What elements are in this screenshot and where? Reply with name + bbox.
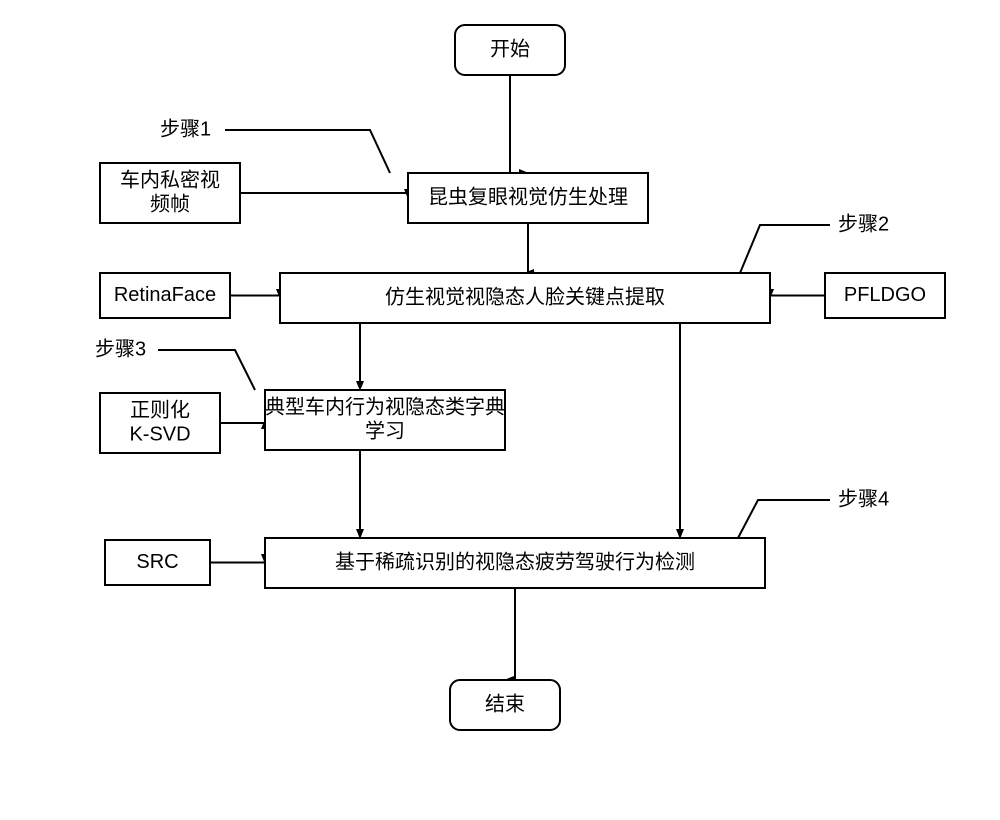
node-step3box-text: 典型车内行为视隐态类字典 bbox=[265, 395, 505, 418]
node-retina-text: RetinaFace bbox=[114, 284, 216, 306]
node-end: 结束 bbox=[450, 680, 560, 730]
edge-retina-to-step2box bbox=[230, 296, 280, 299]
node-video: 车内私密视频帧 bbox=[100, 163, 240, 223]
node-step1box: 昆虫复眼视觉仿生处理 bbox=[408, 173, 648, 223]
node-end-text: 结束 bbox=[485, 692, 525, 715]
edge-src-to-step4box bbox=[210, 563, 265, 564]
label-step3-text: 步骤3 bbox=[95, 337, 146, 360]
edge-video-to-step1box bbox=[240, 193, 408, 198]
node-pfldgo-text: PFLDGO bbox=[844, 284, 926, 306]
label-step4-leader bbox=[738, 500, 830, 538]
label-step3: 步骤3 bbox=[95, 337, 255, 390]
node-src-text: SRC bbox=[136, 551, 178, 573]
node-step3box-text: 学习 bbox=[365, 419, 405, 442]
label-step4-text: 步骤4 bbox=[838, 487, 889, 510]
node-src: SRC bbox=[105, 540, 210, 585]
label-step4: 步骤4 bbox=[738, 487, 889, 538]
edge-start-to-step1box bbox=[510, 75, 528, 173]
node-ksvd: 正则化K-SVD bbox=[100, 393, 220, 453]
node-video-text: 车内私密视 bbox=[120, 168, 220, 191]
label-step2-leader bbox=[740, 225, 830, 273]
node-step1box-text: 昆虫复眼视觉仿生处理 bbox=[428, 185, 628, 208]
node-step2box-text: 仿生视觉视隐态人脸关键点提取 bbox=[385, 285, 665, 308]
node-ksvd-text: K-SVD bbox=[129, 423, 190, 445]
node-video-text: 频帧 bbox=[150, 192, 190, 215]
node-step4box-text: 基于稀疏识别的视隐态疲劳驾驶行为检测 bbox=[335, 550, 695, 573]
label-step2: 步骤2 bbox=[740, 212, 889, 273]
label-step3-leader bbox=[158, 350, 255, 390]
node-step4box: 基于稀疏识别的视隐态疲劳驾驶行为检测 bbox=[265, 538, 765, 588]
edge-ksvd-to-step3box bbox=[220, 420, 265, 423]
node-step2box: 仿生视觉视隐态人脸关键点提取 bbox=[280, 273, 770, 323]
node-step3box: 典型车内行为视隐态类字典学习 bbox=[265, 390, 505, 450]
node-start-text: 开始 bbox=[490, 37, 530, 60]
edge-step1box-to-step2box bbox=[525, 223, 528, 273]
node-ksvd-text: 正则化 bbox=[130, 398, 190, 421]
label-step1-text: 步骤1 bbox=[160, 117, 211, 140]
edge-step4box-to-end bbox=[505, 588, 515, 680]
label-step1-leader bbox=[225, 130, 390, 173]
node-start: 开始 bbox=[455, 25, 565, 75]
edge-pfldgo-to-step2box bbox=[770, 296, 825, 299]
node-pfldgo: PFLDGO bbox=[825, 273, 945, 318]
node-retina: RetinaFace bbox=[100, 273, 230, 318]
label-step2-text: 步骤2 bbox=[838, 212, 889, 235]
